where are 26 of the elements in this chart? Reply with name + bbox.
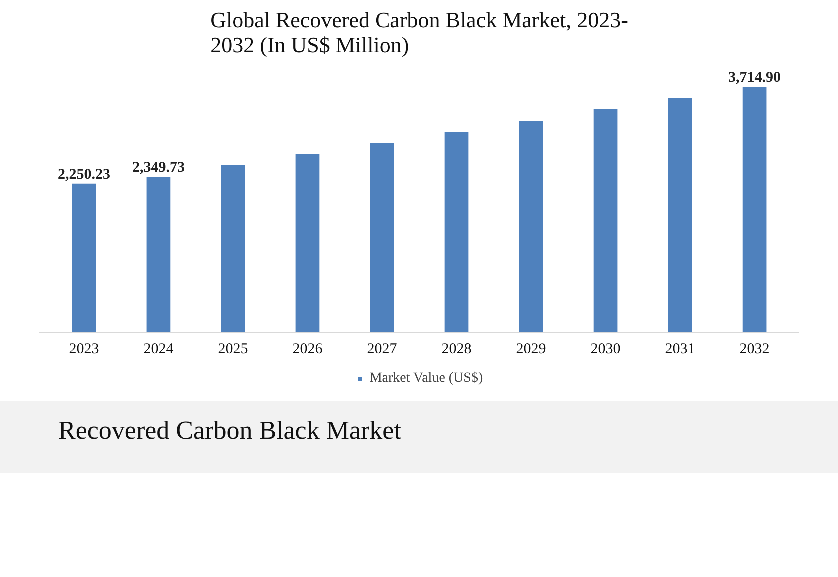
x-tick-label: 2023 <box>69 342 100 358</box>
x-tick-label: 2032 <box>740 342 770 358</box>
x-tick-label: 2031 <box>665 342 696 358</box>
data-label: 3,714.90 <box>728 70 782 86</box>
x-tick-label: 2026 <box>292 342 324 358</box>
bar <box>519 121 544 332</box>
legend-label: Market Value (US$) <box>370 370 484 386</box>
bar <box>594 109 618 332</box>
data-label: 2,250.23 <box>58 166 110 183</box>
bar <box>370 143 394 332</box>
x-tick-label: 2024 <box>144 342 174 358</box>
bar <box>296 154 320 332</box>
x-tick-label: 2027 <box>367 342 398 358</box>
bar <box>668 98 692 332</box>
x-tick-label: 2025 <box>218 342 248 358</box>
chart-title: Global Recovered Carbon Black Market, 2023- 2032 (In US$ Million) <box>210 8 628 58</box>
x-tick-label: 2029 <box>516 342 546 358</box>
x-tick-label: 2028 <box>442 342 472 358</box>
bar <box>72 184 96 332</box>
bar <box>742 87 767 332</box>
bar <box>146 177 171 332</box>
x-tick-label: 2030 <box>590 342 621 358</box>
bar <box>444 132 469 332</box>
text: Recovered Carbon Black Market <box>58 416 402 445</box>
data-label: 2,349.73 <box>132 160 185 176</box>
bar <box>221 166 246 332</box>
